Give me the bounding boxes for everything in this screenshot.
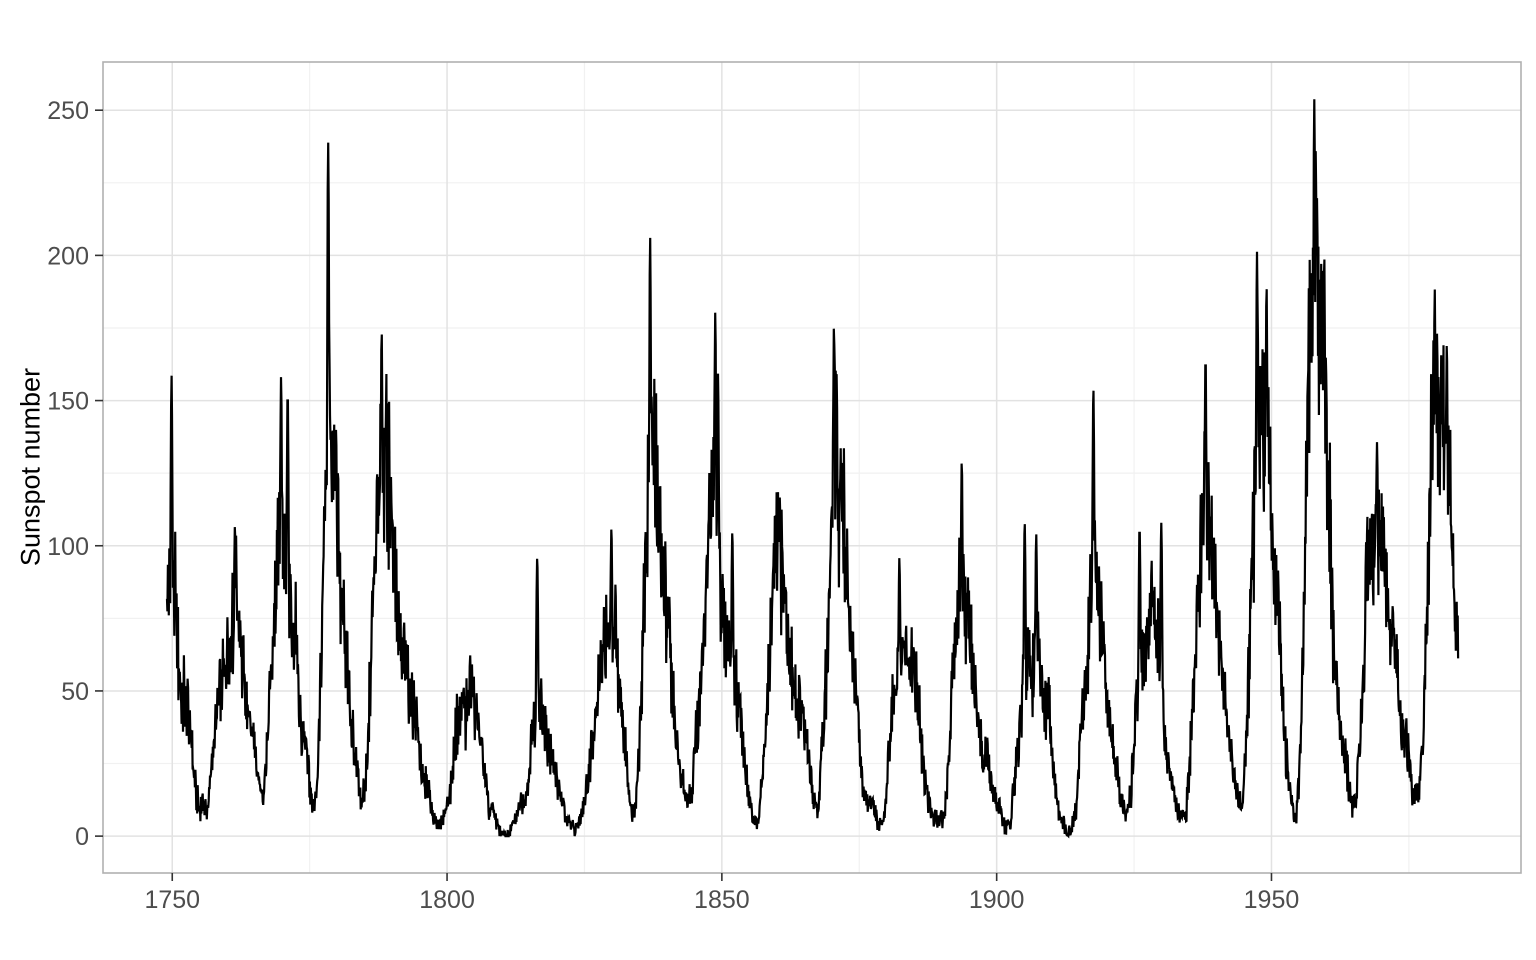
y-tick-label: 0: [75, 823, 89, 851]
y-axis-title: Sunspot number: [15, 367, 46, 567]
y-tick-label: 50: [61, 678, 89, 706]
y-tick-label: 100: [47, 533, 89, 561]
grid-minor: [103, 62, 1521, 873]
panel-border: [102, 61, 1522, 874]
x-tick-label: 1800: [419, 886, 475, 914]
axis-ticks: [95, 109, 1273, 881]
sunspot-series-line: [165, 99, 1460, 839]
y-tick-label: 250: [47, 97, 89, 125]
grid-major: [103, 62, 1521, 873]
plot-panel: [103, 62, 1521, 873]
x-tick-label: 1850: [694, 886, 750, 914]
x-tick-label: 1950: [1244, 886, 1300, 914]
axis-tick-labels: 1750 1800 1850 1900 1950 0 50 100 150 200 250: [47, 97, 1299, 914]
y-tick-label: 200: [47, 242, 89, 270]
y-tick-label: 150: [47, 388, 89, 416]
x-tick-label: 1900: [969, 886, 1025, 914]
x-tick-label: 1750: [144, 886, 200, 914]
